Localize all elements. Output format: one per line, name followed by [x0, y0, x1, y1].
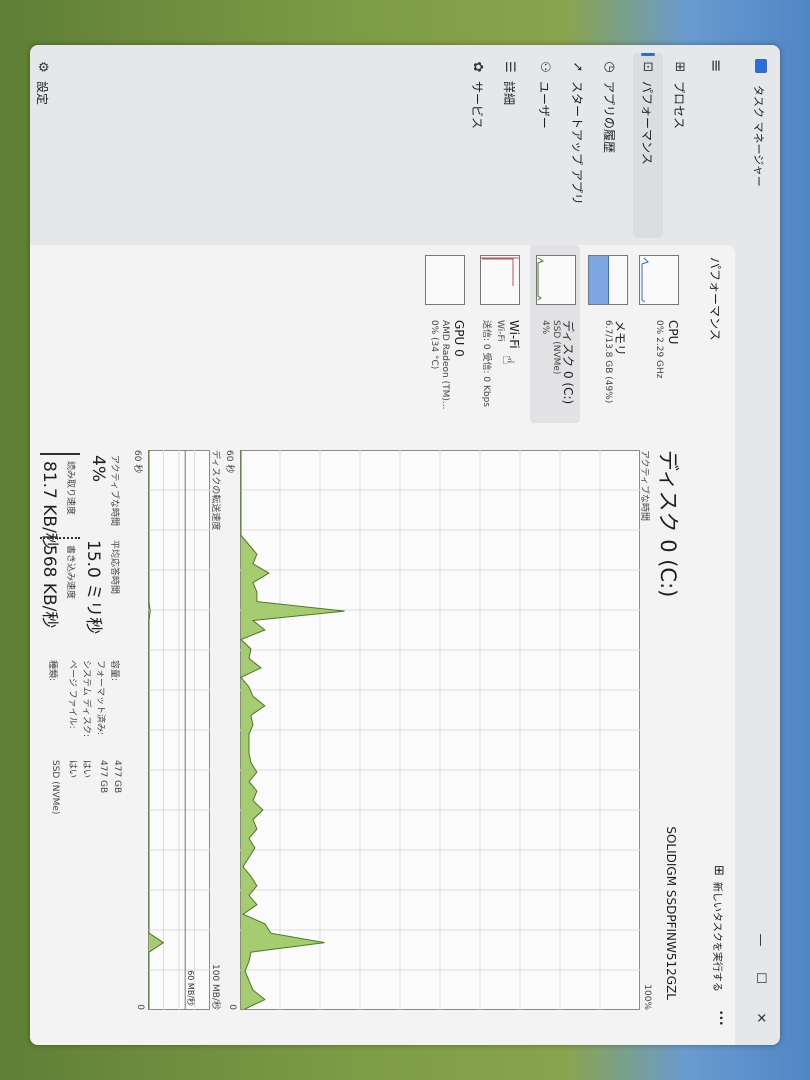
maximize-button[interactable]: ☐: [753, 972, 768, 984]
transfer-rate-chart: 60 MB/秒: [148, 450, 210, 1010]
sidebar-item-label: サービス: [470, 81, 485, 130]
device-thumbnail-graph: [536, 255, 576, 305]
sidebar-item-startup[interactable]: ➚ スタートアップ アプリ: [563, 53, 593, 238]
history-icon: ◷: [602, 61, 618, 73]
device-name: ディスク 0 (C:): [561, 320, 575, 405]
performance-icon: ⊡: [640, 61, 656, 73]
active-time-chart: [240, 450, 640, 1010]
property-value: はい: [67, 760, 77, 779]
mouse-cursor-hand-icon: ☝: [499, 355, 518, 365]
sidebar-item-label: プロセス: [672, 81, 687, 130]
sidebar-item-processes[interactable]: ⊞ プロセス: [665, 53, 695, 238]
sidebar-item-label: スタートアップ アプリ: [570, 81, 585, 205]
processes-icon: ⊞: [672, 61, 688, 73]
property-value: はい: [81, 760, 91, 779]
users-icon: ⚇: [537, 61, 553, 73]
series-line: [148, 450, 165, 1009]
property-label: ページ ファイル:: [67, 660, 77, 729]
time-right-label-2: 0: [135, 1004, 145, 1010]
property-label: 容量:: [109, 660, 119, 682]
details-icon: ☰: [502, 61, 518, 73]
active-time-max-label: 100%: [642, 984, 652, 1010]
write-speed-label: 書き込み速度: [65, 545, 75, 600]
sidebar-item-details[interactable]: ☰ 詳細: [495, 53, 525, 238]
device-item[interactable]: GPU 0 AMD Radeon (TM)... 0% (34 °C): [419, 245, 469, 423]
minimize-button[interactable]: —: [753, 933, 768, 947]
sidebar-item-performance[interactable]: ⊡ パフォーマンス: [633, 53, 663, 238]
read-speed-legend-bar: [40, 453, 80, 455]
device-thumbnail-graph: [480, 255, 520, 305]
device-item[interactable]: ディスク 0 (C:) SSD (NVMe) 4%: [530, 245, 580, 423]
sidebar-item-label: アプリの履歴: [602, 81, 617, 154]
response-time-label: 平均応答時間: [109, 540, 119, 595]
detail-title: ディスク 0 (C:): [656, 450, 680, 598]
property-value: 477 GB: [112, 760, 122, 794]
sidebar-item-label: 設定: [35, 81, 50, 106]
close-button[interactable]: ✕: [753, 1012, 768, 1024]
page-title: パフォーマンス: [708, 257, 722, 341]
task-manager-window: タスク マネージャー — ☐ ✕ ≡ ⊞ プロセス ⊡ パフォーマンス ◷ アプリの履歴 ➚…: [30, 45, 780, 1045]
sidebar-item-users[interactable]: ⚇ ユーザー: [530, 53, 560, 238]
device-detail: 4%: [540, 320, 550, 335]
sidebar-item-label: ユーザー: [537, 81, 552, 129]
time-right-label: 0: [227, 1004, 237, 1010]
device-detail: 送信: 0 受信: 0 Kbps: [481, 320, 491, 407]
device-name: CPU: [666, 320, 680, 345]
device-thumbnail-graph: [588, 255, 628, 305]
device-subtitle: AMD Radeon (TM)...: [440, 320, 450, 410]
device-subtitle: 6.7/13.8 GB (49%): [603, 320, 613, 404]
write-speed-legend-bar: [40, 537, 80, 539]
write-speed-value: 568 KB/秒: [39, 545, 59, 629]
sidebar-item-label: 詳細: [502, 81, 517, 106]
run-new-task-button[interactable]: ⊞ 新しいタスクを実行する: [711, 865, 726, 992]
more-options-button[interactable]: •••: [715, 1010, 725, 1026]
device-name: GPU 0: [452, 320, 466, 357]
series-line: [240, 450, 345, 1010]
transfer-axis-label: ディスクの転送速度: [210, 450, 220, 531]
property-label: フォーマット済み:: [95, 660, 105, 736]
services-icon: ✿: [470, 61, 486, 73]
device-name: Wi-Fi: [507, 320, 521, 349]
run-new-task-label: 新しいタスクを実行する: [711, 881, 722, 992]
device-subtitle: SSD (NVMe): [551, 320, 561, 375]
property-label: 種類:: [47, 660, 57, 682]
new-task-icon: ⊞: [711, 865, 726, 876]
sidebar-item-label: パフォーマンス: [640, 81, 655, 165]
sidebar-item-services[interactable]: ✿ サービス: [463, 53, 493, 238]
device-subtitle: 0% 2.29 GHz: [654, 320, 664, 379]
transfer-max-label: 100 MB/秒: [210, 963, 220, 1010]
active-time-label: アクティブな時間: [109, 455, 119, 527]
device-item[interactable]: Wi-Fi Wi-Fi 送信: 0 受信: 0 Kbps: [474, 245, 524, 423]
active-time-axis-label: アクティブな時間: [639, 450, 649, 522]
title-bar: タスク マネージャー — ☐ ✕: [738, 45, 780, 1045]
startup-icon: ➚: [570, 61, 586, 73]
device-thumbnail-graph: [639, 255, 679, 305]
disk-model: SOLIDIGM SSDPFINW512GZL: [664, 826, 678, 1000]
property-label: システム ディスク:: [81, 660, 91, 737]
device-subtitle: Wi-Fi: [495, 320, 505, 342]
property-value: SSD (NVMe): [50, 760, 60, 815]
active-time-value: 4%: [88, 455, 108, 482]
device-item[interactable]: CPU 0% 2.29 GHz: [633, 245, 683, 423]
time-left-label-2: 60 秒: [132, 450, 142, 474]
window-title: タスク マネージャー: [752, 85, 765, 187]
device-detail: 0% (34 °C): [429, 320, 439, 370]
sidebar-item-history[interactable]: ◷ アプリの履歴: [595, 53, 625, 238]
property-value: 477 GB: [98, 760, 108, 794]
time-left-label: 60 秒: [224, 450, 234, 474]
reference-line-label: 60 MB/秒: [186, 970, 196, 1006]
read-speed-label: 読み取り速度: [65, 461, 75, 516]
active-indicator: [641, 53, 655, 56]
gear-icon: ⚙: [35, 61, 51, 73]
device-thumbnail-graph: [425, 255, 465, 305]
response-time-value: 15.0 ミリ秒: [83, 540, 103, 635]
sidebar-item-settings[interactable]: ⚙ 設定: [30, 53, 58, 238]
device-name: メモリ: [613, 320, 627, 357]
device-item[interactable]: メモリ 6.7/13.8 GB (49%): [582, 245, 632, 423]
hamburger-icon[interactable]: ≡: [707, 59, 726, 73]
app-icon: [755, 59, 767, 73]
